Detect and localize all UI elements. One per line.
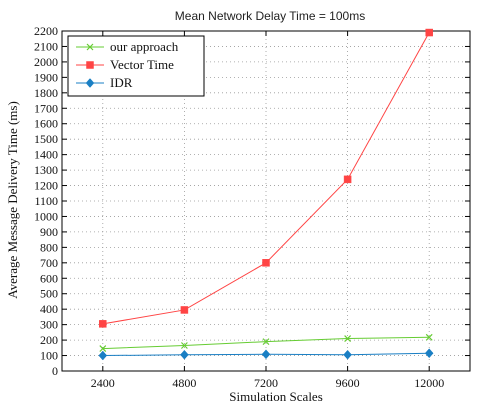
y-tick-label: 0 xyxy=(52,364,58,378)
series-layer xyxy=(98,28,434,361)
y-axis-label: Average Message Delivery Time (ms) xyxy=(5,101,20,299)
x-tick-label: 4800 xyxy=(172,376,196,390)
x-tick-label: 12000 xyxy=(414,376,444,390)
data-point-idr xyxy=(343,349,352,360)
y-tick-label: 1400 xyxy=(34,148,58,162)
y-tick-label: 400 xyxy=(40,302,58,316)
y-tick-label: 300 xyxy=(40,318,58,332)
data-point-vector-time xyxy=(343,175,352,184)
y-tick-label: 200 xyxy=(40,333,58,347)
data-point-vector-time xyxy=(262,259,270,267)
x-tick-label: 9600 xyxy=(336,376,360,390)
y-tick-label: 1600 xyxy=(34,117,58,131)
x-tick-label: 2400 xyxy=(91,376,115,390)
y-tick-label: 800 xyxy=(40,240,58,254)
data-point-vector-time xyxy=(180,306,189,314)
data-point-idr xyxy=(98,350,108,361)
y-tick-label: 900 xyxy=(40,225,58,239)
data-point-idr xyxy=(261,349,271,360)
legend-marker-idr xyxy=(85,78,95,88)
y-tick-label: 600 xyxy=(40,271,58,285)
data-point-our-approach xyxy=(180,342,188,349)
y-tick-label: 2000 xyxy=(34,55,58,69)
x-axis-label: Simulation Scales xyxy=(229,389,323,404)
y-tick-label: 1500 xyxy=(34,132,58,146)
legend-label-idr: IDR xyxy=(110,75,133,90)
y-tick-label: 100 xyxy=(40,349,58,363)
y-tick-label: 2200 xyxy=(34,24,58,38)
legend-marker-our-approach xyxy=(86,43,94,51)
y-tick-label: 1100 xyxy=(34,194,58,208)
y-tick-label: 1000 xyxy=(34,209,58,223)
y-tick-label: 2100 xyxy=(34,39,58,53)
data-point-vector-time xyxy=(425,28,433,37)
chart-title: Mean Network Delay Time = 100ms xyxy=(175,9,365,23)
data-point-our-approach xyxy=(344,335,352,342)
y-tick-label: 1200 xyxy=(34,179,58,193)
legend-label-vector-time: Vector Time xyxy=(110,57,174,72)
data-point-our-approach xyxy=(262,338,270,346)
y-tick-label: 1300 xyxy=(34,163,58,177)
y-tick-label: 1700 xyxy=(34,101,58,115)
legend: our approach Vector Time IDR xyxy=(67,35,205,97)
data-point-our-approach xyxy=(425,333,433,341)
y-tick-label: 1800 xyxy=(34,86,58,100)
legend-label-our-approach: our approach xyxy=(110,39,179,54)
y-tick-label: 1900 xyxy=(34,70,58,84)
y-tick-label: 700 xyxy=(40,256,58,270)
legend-marker-vector-time xyxy=(86,61,94,69)
data-point-idr xyxy=(180,349,189,360)
data-point-our-approach xyxy=(99,345,107,353)
data-point-vector-time xyxy=(99,320,107,328)
y-tick-label: 500 xyxy=(40,287,58,301)
x-tick-label: 7200 xyxy=(254,376,278,390)
data-point-idr xyxy=(424,348,434,359)
